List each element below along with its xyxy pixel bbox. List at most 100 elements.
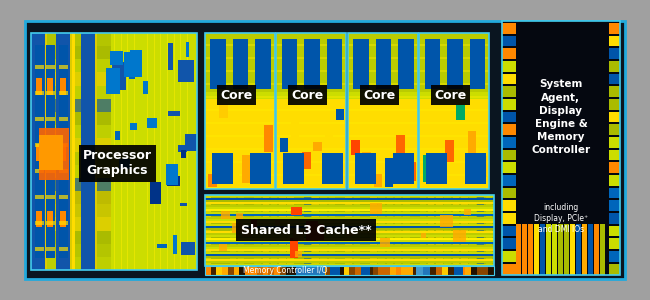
Bar bbox=[540, 224, 545, 274]
Bar bbox=[502, 251, 516, 262]
Bar bbox=[374, 174, 382, 188]
Bar bbox=[283, 153, 304, 184]
Bar bbox=[395, 195, 402, 266]
Bar bbox=[166, 164, 178, 185]
Bar bbox=[564, 224, 569, 274]
Bar bbox=[416, 266, 422, 275]
Bar bbox=[609, 112, 620, 122]
Bar bbox=[106, 68, 120, 94]
Bar bbox=[322, 153, 343, 184]
Bar bbox=[110, 51, 123, 65]
Bar bbox=[609, 200, 620, 211]
Bar bbox=[460, 266, 465, 275]
Bar bbox=[419, 44, 489, 46]
Bar bbox=[546, 224, 551, 274]
Bar bbox=[478, 195, 484, 266]
Bar bbox=[348, 33, 418, 92]
Bar bbox=[129, 65, 135, 79]
Bar bbox=[205, 249, 494, 251]
Bar bbox=[221, 195, 228, 266]
Bar bbox=[150, 182, 161, 204]
Bar bbox=[205, 242, 494, 244]
Bar bbox=[31, 33, 197, 46]
Bar bbox=[205, 174, 275, 176]
Bar bbox=[232, 223, 243, 233]
Bar bbox=[320, 195, 327, 266]
Bar bbox=[476, 266, 482, 275]
Bar bbox=[205, 195, 211, 266]
Bar bbox=[205, 266, 211, 275]
Bar bbox=[482, 266, 488, 275]
Bar bbox=[221, 211, 229, 219]
Bar bbox=[516, 224, 521, 274]
Bar bbox=[205, 187, 275, 189]
Bar bbox=[419, 161, 489, 163]
Bar bbox=[461, 195, 467, 266]
Bar bbox=[436, 195, 443, 266]
Bar bbox=[276, 57, 346, 59]
Bar bbox=[205, 33, 275, 92]
Bar bbox=[276, 83, 346, 85]
Bar bbox=[31, 33, 45, 270]
Bar bbox=[348, 96, 418, 98]
Bar bbox=[445, 195, 451, 266]
Bar bbox=[276, 98, 346, 189]
Bar bbox=[276, 109, 346, 111]
Bar bbox=[419, 83, 489, 85]
Bar bbox=[233, 39, 248, 89]
Bar bbox=[419, 122, 489, 124]
Bar bbox=[396, 266, 402, 275]
Bar bbox=[31, 33, 197, 270]
Bar bbox=[502, 74, 516, 84]
Bar bbox=[70, 33, 72, 270]
Bar bbox=[276, 33, 346, 189]
Bar bbox=[46, 195, 55, 199]
Bar bbox=[348, 148, 418, 150]
Bar bbox=[609, 74, 620, 84]
Bar bbox=[185, 134, 196, 152]
Bar bbox=[31, 73, 197, 86]
Bar bbox=[58, 221, 68, 225]
Bar bbox=[58, 143, 68, 147]
Bar bbox=[348, 174, 418, 176]
Bar bbox=[115, 131, 120, 140]
Bar bbox=[276, 33, 346, 189]
Bar bbox=[127, 33, 128, 270]
Bar bbox=[276, 44, 346, 46]
Bar bbox=[31, 138, 197, 152]
Bar bbox=[186, 42, 189, 57]
Bar bbox=[430, 266, 436, 275]
Bar bbox=[134, 33, 135, 270]
Bar bbox=[205, 195, 494, 266]
Bar bbox=[384, 266, 390, 275]
Bar bbox=[242, 155, 250, 183]
Bar bbox=[31, 191, 197, 204]
Bar bbox=[419, 109, 489, 111]
Bar bbox=[205, 266, 494, 275]
Bar bbox=[588, 224, 593, 274]
Bar bbox=[205, 109, 275, 111]
Bar bbox=[205, 205, 494, 207]
Bar bbox=[58, 195, 68, 199]
Bar bbox=[46, 248, 55, 251]
Bar bbox=[522, 224, 526, 274]
Bar bbox=[251, 220, 257, 229]
Bar bbox=[609, 48, 620, 59]
Bar bbox=[205, 235, 494, 237]
Bar bbox=[609, 175, 620, 186]
Bar bbox=[31, 125, 197, 138]
Bar bbox=[286, 266, 292, 275]
Bar bbox=[609, 86, 620, 97]
Bar bbox=[502, 175, 516, 186]
Bar bbox=[212, 153, 233, 184]
Bar bbox=[250, 153, 272, 184]
Bar bbox=[36, 211, 42, 227]
Bar bbox=[205, 247, 494, 249]
Bar bbox=[419, 135, 489, 137]
Bar bbox=[47, 211, 53, 227]
Bar bbox=[205, 224, 494, 226]
Bar bbox=[348, 70, 418, 72]
Bar bbox=[34, 169, 44, 173]
Bar bbox=[425, 39, 440, 89]
Bar bbox=[380, 238, 389, 247]
